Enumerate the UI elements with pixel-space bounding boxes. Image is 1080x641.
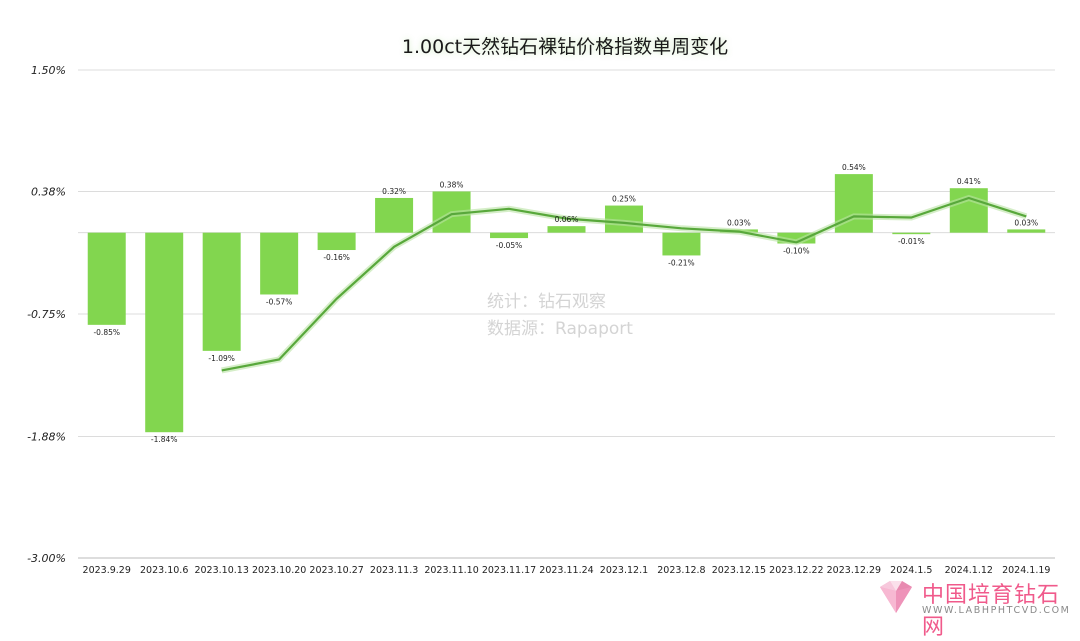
data-label: -0.85%: [93, 328, 120, 337]
diamond-icon: [880, 581, 912, 613]
x-tick-label: 2023.12.1: [600, 565, 648, 576]
data-label: -1.84%: [151, 435, 178, 444]
bar: [892, 232, 931, 235]
bar: [317, 232, 356, 251]
data-label: -0.10%: [783, 247, 810, 256]
x-tick-label: 2023.10.6: [140, 565, 188, 576]
data-label: -0.01%: [898, 237, 925, 246]
data-label: 0.03%: [727, 218, 751, 227]
y-tick-label: 1.50%: [31, 64, 66, 77]
x-tick-label: 2023.9.29: [83, 565, 131, 576]
data-label: 0.32%: [382, 187, 406, 196]
bar: [547, 226, 586, 233]
x-tick-label: 2023.10.27: [309, 565, 363, 576]
chart-root: 1.00ct天然钻石裸钻价格指数单周变化 -0.85% -1.84% -1.09% -…: [27, 36, 1080, 640]
bar: [777, 232, 816, 244]
data-label: 0.38%: [440, 180, 464, 189]
bar: [1007, 229, 1046, 233]
x-tick-label: 2023.12.8: [657, 565, 705, 576]
brand-logo: 中国培育钻石网 WWW.LABHPHTCVD.COM: [870, 573, 1080, 640]
x-tick-label: 2023.12.29: [827, 565, 881, 576]
data-label: -1.09%: [208, 354, 235, 363]
x-tick-label: 2023.11.17: [482, 565, 536, 576]
y-tick-label: 0.38%: [31, 185, 66, 198]
x-tick-label: 2023.10.13: [194, 565, 248, 576]
x-tick-label: 2023.10.20: [252, 565, 306, 576]
data-label: 0.25%: [612, 195, 636, 204]
watermark-line-1: 统计：钻石观察: [487, 292, 606, 312]
bar: [375, 197, 414, 233]
y-tick-label: -3.00%: [27, 552, 66, 565]
watermark-line-2: 数据源：Rapaport: [487, 319, 633, 339]
logo-url: WWW.LABHPHTCVD.COM: [922, 605, 1071, 616]
bar: [490, 232, 529, 239]
x-tick-label: 2023.11.10: [424, 565, 478, 576]
x-tick-label: 2024.1.5: [890, 565, 932, 576]
x-tick-label: 2023.12.22: [769, 565, 823, 576]
bar: [662, 232, 701, 256]
data-label: -0.16%: [323, 253, 350, 262]
bar: [145, 232, 184, 433]
trend-line: [221, 196, 1027, 372]
bar: [260, 232, 299, 295]
x-tick-label: 2023.12.15: [712, 565, 766, 576]
x-tick-label: 2023.11.3: [370, 565, 418, 576]
x-tick-label: 2024.1.12: [945, 565, 993, 576]
data-label: -0.21%: [668, 258, 695, 267]
bar: [87, 232, 126, 325]
y-tick-label: -1.88%: [27, 431, 66, 444]
x-tick-label: 2024.1.19: [1002, 565, 1050, 576]
data-label: 0.41%: [957, 177, 981, 186]
data-label: -0.05%: [496, 241, 523, 250]
y-tick-label: -0.75%: [27, 308, 66, 321]
data-label: 0.03%: [1014, 218, 1038, 227]
chart-title: 1.00ct天然钻石裸钻价格指数单周变化: [401, 36, 729, 58]
bar: [202, 232, 241, 351]
x-tick-label: 2023.11.24: [539, 565, 593, 576]
chart-canvas: -0.85% -1.84% -1.09% -0.57% -0.16% 0.32% 0.38%…: [27, 64, 1055, 576]
data-label: 0.06%: [555, 215, 579, 224]
data-label: 0.54%: [842, 163, 866, 172]
data-label: -0.57%: [266, 297, 293, 306]
